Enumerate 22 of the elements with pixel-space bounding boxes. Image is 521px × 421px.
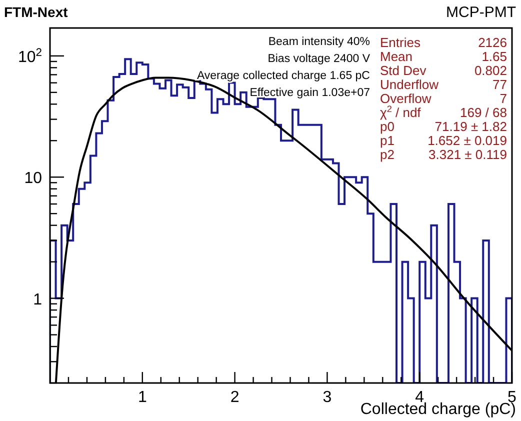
annotation: Bias voltage 2400 V (268, 53, 370, 65)
text: Std Dev 0.802 (380, 63, 507, 78)
x-tick-label: 4 (415, 389, 424, 406)
y-tick-label: 10 (24, 170, 42, 188)
chart-title: FTM-Next (4, 4, 68, 20)
text: p2 3.321 ± 0.119 (380, 147, 507, 162)
annotation: Beam intensity 40% (268, 36, 370, 48)
text: p1 1.652 ± 0.019 (380, 133, 507, 148)
x-tick-label: 1 (138, 389, 147, 406)
text: Entries 2126 (380, 35, 507, 50)
annotation: Effective gain 1.03e+07 (250, 87, 370, 99)
y-tick-label: 10$^{2}$ (18, 46, 42, 66)
text: Overflow 7 (380, 91, 507, 106)
text: χ$^{2}$ / ndf 169 / 68 (380, 104, 507, 120)
text: Mean 1.65 (380, 49, 507, 64)
x-tick-label: 3 (322, 389, 332, 406)
text: Underflow 77 (380, 77, 507, 92)
chart-subtitle: MCP-PMT (446, 4, 516, 21)
annotation: Average collected charge 1.65 pC (196, 70, 370, 82)
text: p0 71.19 ± 1.82 (380, 119, 507, 134)
y-tick-label: 1 (33, 291, 42, 308)
x-tick-label: 2 (230, 389, 240, 406)
